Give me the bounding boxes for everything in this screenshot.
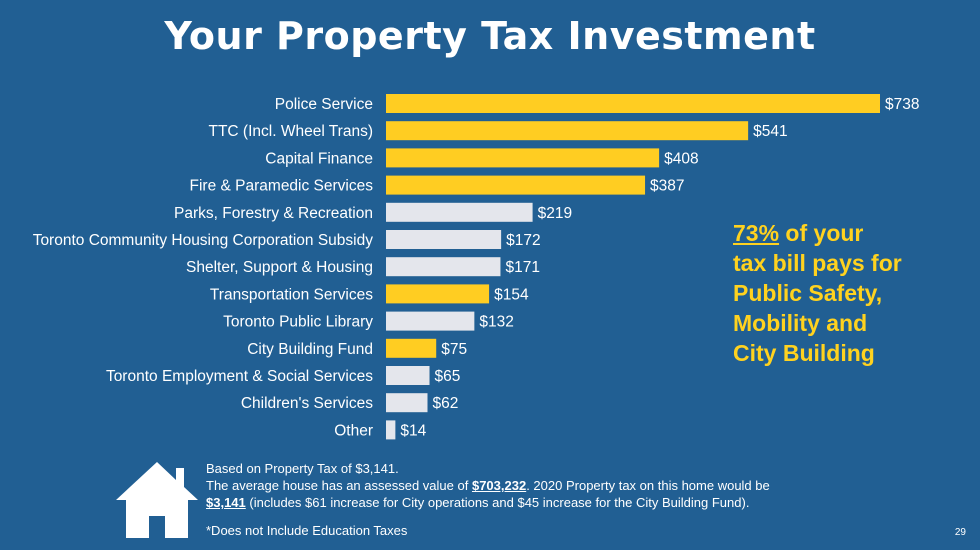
callout-line1: of your bbox=[779, 220, 864, 246]
bar-chart: Police Service $738 TTC (Incl. Wheel Trans… bbox=[33, 94, 919, 440]
category-label: Children's Services bbox=[241, 395, 373, 412]
value-label: $387 bbox=[650, 178, 684, 195]
category-label: TTC (Incl. Wheel Trans) bbox=[209, 123, 374, 140]
value-label: $75 bbox=[441, 341, 467, 358]
category-label: Police Service bbox=[275, 96, 373, 113]
bar bbox=[386, 311, 475, 331]
value-label: $219 bbox=[538, 205, 572, 222]
bar bbox=[386, 230, 502, 249]
callout-line5: City Building bbox=[733, 340, 875, 366]
footnote: *Does not Include Education Taxes bbox=[206, 523, 408, 538]
category-label: City Building Fund bbox=[247, 341, 373, 358]
value-label: $132 bbox=[479, 314, 513, 331]
callout-text: 73% of your tax bill pays for Public Saf… bbox=[733, 218, 973, 368]
callout-line3: Public Safety, bbox=[733, 280, 883, 306]
value-label: $172 bbox=[506, 232, 540, 249]
value-label: $14 bbox=[400, 422, 426, 439]
bar bbox=[386, 420, 396, 440]
callout-line4: Mobility and bbox=[733, 310, 868, 336]
value-label: $541 bbox=[753, 123, 787, 140]
value-label: $154 bbox=[494, 286, 529, 303]
bar bbox=[386, 148, 660, 168]
category-label: Transportation Services bbox=[210, 286, 373, 303]
category-label: Fire & Paramedic Services bbox=[190, 178, 374, 195]
category-label: Toronto Public Library bbox=[223, 314, 373, 331]
bar bbox=[386, 121, 749, 141]
value-label: $171 bbox=[505, 259, 539, 276]
bar bbox=[386, 284, 490, 304]
bar bbox=[386, 338, 437, 358]
bar bbox=[386, 366, 430, 385]
value-label: $65 bbox=[435, 368, 461, 385]
page-number: 29 bbox=[954, 527, 966, 538]
category-label: Other bbox=[334, 422, 373, 439]
footer-line2: The average house has an assessed value … bbox=[206, 478, 770, 493]
footer-line1: Based on Property Tax of $3,141. bbox=[206, 461, 399, 476]
value-label: $62 bbox=[433, 395, 459, 412]
category-label: Toronto Community Housing Corporation Su… bbox=[33, 232, 374, 249]
category-label: Shelter, Support & Housing bbox=[186, 259, 373, 276]
category-label: Capital Finance bbox=[265, 150, 373, 167]
footer-line3: $3,141 (includes $61 increase for City o… bbox=[206, 495, 750, 510]
bar bbox=[386, 393, 428, 413]
value-label: $738 bbox=[885, 96, 919, 113]
assessed-value: $703,232 bbox=[471, 478, 527, 493]
category-label: Toronto Employment & Social Services bbox=[106, 368, 373, 385]
bar bbox=[386, 257, 501, 277]
bar bbox=[386, 94, 880, 113]
footer-notes: Based on Property Tax of $3,141. The ave… bbox=[206, 460, 926, 511]
tax-value: $3,141 bbox=[206, 495, 246, 510]
page-title: Your Property Tax Investment bbox=[164, 14, 816, 58]
house-icon bbox=[116, 462, 198, 538]
callout-line2: tax bill pays for bbox=[733, 250, 902, 276]
callout-percent: 73% bbox=[733, 220, 780, 246]
bar bbox=[386, 202, 533, 222]
category-label: Parks, Forestry & Recreation bbox=[174, 205, 373, 222]
value-label: $408 bbox=[664, 150, 698, 167]
bar bbox=[386, 175, 646, 195]
